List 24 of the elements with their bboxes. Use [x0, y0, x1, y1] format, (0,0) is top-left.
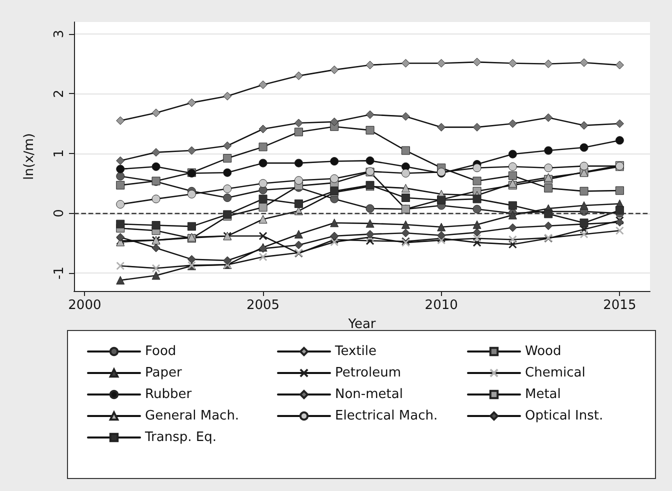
x-tick-label: 2005 — [246, 298, 280, 313]
legend-label: Petroleum — [335, 366, 401, 380]
legend-label: Textile — [334, 344, 377, 359]
legend-label: Rubber — [145, 387, 192, 402]
legend-label: Wood — [525, 344, 562, 359]
legend-label: Transp. Eq. — [144, 430, 216, 445]
legend-label: Electrical Mach. — [335, 408, 438, 424]
legend-label: Paper — [145, 366, 182, 380]
y-tick-label: 2 — [52, 90, 67, 98]
x-tick-label: 2000 — [68, 298, 102, 313]
y-tick-label: -1 — [52, 266, 67, 280]
legend-label: Non-metal — [335, 387, 403, 402]
legend-label: Metal — [525, 387, 561, 402]
x-tick-label: 2010 — [424, 298, 458, 313]
y-tick-label: 3 — [52, 30, 67, 38]
y-tick-label: 0 — [52, 209, 67, 218]
legend-label: Food — [145, 344, 176, 359]
legend-label: Optical Inst. — [525, 408, 604, 424]
legend-label: Chemical — [525, 366, 586, 380]
y-axis-title: ln(x/m) — [22, 133, 37, 180]
x-axis-title: Year — [347, 317, 376, 332]
x-tick-label: 2015 — [603, 298, 636, 313]
y-tick-label: 1 — [52, 149, 67, 158]
legend-label: General Mach. — [145, 408, 240, 424]
